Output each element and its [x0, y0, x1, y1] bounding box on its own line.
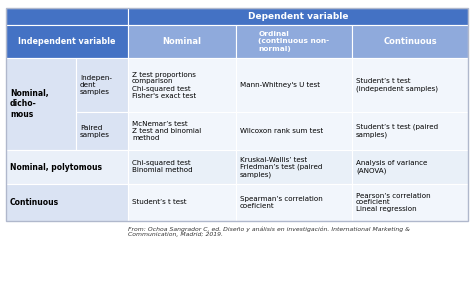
Text: Analysis of variance
(ANOVA): Analysis of variance (ANOVA) — [356, 160, 428, 174]
Text: Continuous: Continuous — [10, 198, 59, 207]
Bar — [128, 8, 468, 25]
Text: Z test proportions
comparison
Chi-squared test
Fisher's exact test: Z test proportions comparison Chi-square… — [132, 71, 196, 98]
Bar — [6, 8, 468, 221]
Bar — [352, 58, 468, 112]
Text: Dependent variable: Dependent variable — [248, 12, 348, 21]
Text: Spearman’s correlation
coeficient: Spearman’s correlation coeficient — [240, 196, 323, 209]
Bar — [6, 184, 128, 221]
Bar — [236, 58, 352, 112]
Bar — [76, 112, 128, 150]
Text: Wilcoxon rank sum test: Wilcoxon rank sum test — [240, 128, 323, 134]
Bar — [236, 184, 352, 221]
Bar — [352, 184, 468, 221]
Text: Paired
samples: Paired samples — [80, 125, 110, 137]
Text: Nominal,
dicho-
mous: Nominal, dicho- mous — [10, 89, 49, 119]
Bar — [128, 58, 236, 112]
Bar — [236, 150, 352, 184]
Text: Kruskal-Wallis’ test
Friedman’s test (paired
samples): Kruskal-Wallis’ test Friedman’s test (pa… — [240, 156, 322, 178]
Bar — [6, 150, 128, 184]
Text: Pearson’s correlation
coeficient
Lineal regression: Pearson’s correlation coeficient Lineal … — [356, 193, 430, 212]
Text: Independent variable: Independent variable — [18, 37, 116, 46]
Text: Chi-squared test
Binomial method: Chi-squared test Binomial method — [132, 161, 192, 173]
Text: Student’s t test: Student’s t test — [132, 200, 186, 205]
Bar — [128, 25, 236, 58]
Text: Mann-Whitney's U test: Mann-Whitney's U test — [240, 82, 320, 88]
Bar — [6, 25, 128, 58]
Text: Student’s t test
(independent samples): Student’s t test (independent samples) — [356, 78, 438, 92]
Text: Ordinal
(continuous non-
normal): Ordinal (continuous non- normal) — [258, 32, 329, 52]
Text: Continuous: Continuous — [383, 37, 437, 46]
Text: Student’s t test (paired
samples): Student’s t test (paired samples) — [356, 124, 438, 138]
Text: From: Ochoa Sangrador C, ed. Diseño y análisis en investigación. International M: From: Ochoa Sangrador C, ed. Diseño y an… — [128, 226, 410, 237]
Bar — [236, 112, 352, 150]
Bar — [352, 25, 468, 58]
Bar — [76, 58, 128, 112]
Bar — [128, 184, 236, 221]
Bar — [6, 8, 128, 25]
Text: McNemar’s test
Z test and binomial
method: McNemar’s test Z test and binomial metho… — [132, 121, 201, 141]
Bar — [6, 58, 76, 150]
Bar — [128, 150, 236, 184]
Bar — [236, 25, 352, 58]
Text: Nominal, polytomous: Nominal, polytomous — [10, 163, 102, 171]
Bar — [352, 112, 468, 150]
Text: Nominal: Nominal — [163, 37, 201, 46]
Bar — [352, 150, 468, 184]
Bar — [128, 112, 236, 150]
Text: Indepen-
dent
samples: Indepen- dent samples — [80, 75, 112, 95]
